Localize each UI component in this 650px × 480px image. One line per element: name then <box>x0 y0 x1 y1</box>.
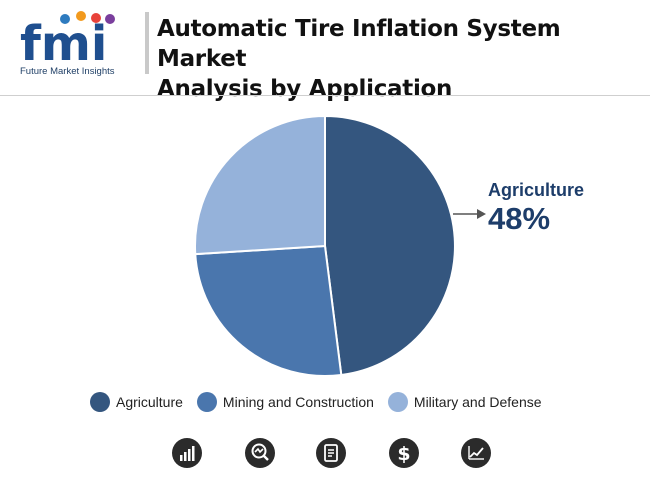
legend-item-mining: Mining and Construction <box>196 392 374 412</box>
legend-item-military: Military and Defense <box>387 392 542 412</box>
svg-text:$: $ <box>397 443 410 465</box>
dollar-icon: $ <box>389 438 419 468</box>
callout-label: Agriculture <box>488 180 585 200</box>
report-icon <box>316 438 346 468</box>
chart-legend: Agriculture Mining and Construction Mili… <box>90 392 556 412</box>
callout-value: 48% <box>488 201 551 236</box>
fmi-logo-mark: fmi <box>20 11 115 72</box>
fmi-logo: fmi Future Market Insights <box>18 10 138 77</box>
legend-label-military: Military and Defense <box>413 394 542 410</box>
svg-text:fmi: fmi <box>20 16 107 66</box>
legend-swatch-mining <box>196 392 217 412</box>
legend-swatch-military <box>387 392 408 412</box>
legend-swatch-agriculture <box>90 392 110 412</box>
logo-company-name: Future Market Insights <box>20 66 115 77</box>
magnifier-chart-icon <box>245 438 275 468</box>
header: fmi Future Market Insights Automatic Tir… <box>0 0 650 102</box>
footer-icons: $ <box>0 438 650 468</box>
pie-slice-military-and-defense <box>194 114 326 256</box>
legend-item-agriculture: Agriculture <box>90 392 183 412</box>
bar-chart-icon <box>172 438 202 468</box>
legend-label-agriculture: Agriculture <box>116 394 183 410</box>
pie-chart <box>194 114 486 377</box>
pie-slice-agriculture <box>324 114 456 377</box>
callout-arrow-head <box>477 209 486 219</box>
legend-label-mining: Mining and Construction <box>222 394 374 410</box>
header-rule <box>0 95 650 96</box>
title-line-2: Analysis by Application <box>157 76 453 102</box>
page-title: Automatic Tire Inflation System Market A… <box>157 14 647 104</box>
header-divider <box>145 12 149 74</box>
pie-slice-mining-and-construction <box>194 244 343 377</box>
line-chart-icon <box>461 438 491 468</box>
title-line-1: Automatic Tire Inflation System Market <box>157 16 561 72</box>
agriculture-callout: Agriculture 48% <box>488 179 584 237</box>
